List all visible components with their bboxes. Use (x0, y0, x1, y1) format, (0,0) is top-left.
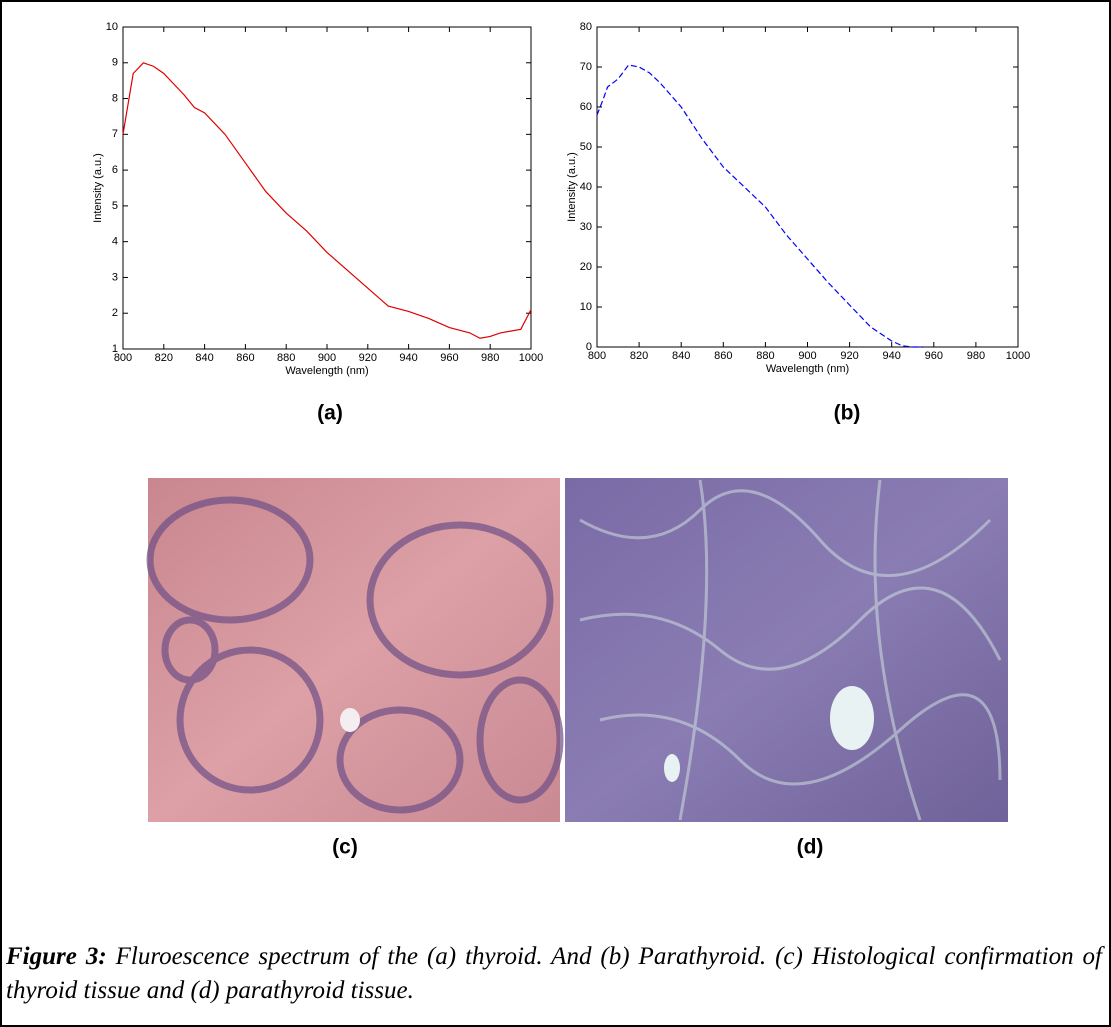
panel-label: (a) (317, 402, 343, 425)
data-line (596, 64, 924, 348)
y-tick-label: 9 (112, 57, 118, 69)
y-axis-label: Intensity (a.u.) (566, 152, 578, 222)
x-tick-label: 940 (399, 352, 417, 364)
y-tick-label: 0 (586, 341, 592, 353)
x-tick-label: 880 (277, 352, 295, 364)
y-tick-label: 6 (112, 164, 118, 176)
y-tick-label: 70 (580, 61, 592, 73)
y-tick-label: 8 (112, 92, 118, 104)
panel-label: (d) (797, 836, 824, 859)
x-tick-label: 960 (440, 352, 458, 364)
y-tick-label: 40 (580, 181, 592, 193)
panel-label: (b) (834, 402, 861, 425)
x-tick-label: 860 (236, 352, 254, 364)
caption-text: Fluroescence spectrum of the (a) thyroid… (6, 943, 1102, 1004)
y-tick-label: 60 (580, 101, 592, 113)
x-axis-label: Wavelength (nm) (766, 363, 849, 375)
y-tick-label: 80 (580, 21, 592, 33)
x-tick-label: 820 (630, 350, 648, 362)
plot-frame (122, 26, 532, 350)
x-tick-label: 920 (359, 352, 377, 364)
y-tick-label: 30 (580, 221, 592, 233)
y-tick-label: 2 (112, 307, 118, 319)
x-tick-label: 840 (672, 350, 690, 362)
x-tick-label: 940 (883, 350, 901, 362)
x-tick-label: 880 (756, 350, 774, 362)
y-tick-label: 4 (112, 236, 118, 248)
y-tick-label: 50 (580, 141, 592, 153)
caption: Figure 3: Fluroescence spectrum of the (… (6, 940, 1102, 1008)
y-tick-label: 7 (112, 128, 118, 140)
image-d (565, 478, 1008, 822)
x-tick-label: 820 (155, 352, 173, 364)
x-tick-label: 800 (114, 352, 132, 364)
y-tick-label: 3 (112, 271, 118, 283)
x-tick-label: 980 (481, 352, 499, 364)
x-tick-label: 1000 (519, 352, 543, 364)
x-tick-label: 1000 (1006, 350, 1030, 362)
x-tick-label: 800 (588, 350, 606, 362)
x-tick-label: 920 (840, 350, 858, 362)
y-tick-label: 10 (106, 21, 118, 33)
y-axis-label: Intensity (a.u.) (92, 153, 104, 223)
data-line (122, 62, 532, 339)
x-tick-label: 860 (714, 350, 732, 362)
x-tick-label: 960 (925, 350, 943, 362)
image-c (146, 478, 564, 822)
x-tick-label: 980 (967, 350, 985, 362)
x-tick-label: 900 (318, 352, 336, 364)
x-tick-label: 900 (798, 350, 816, 362)
x-tick-label: 840 (195, 352, 213, 364)
caption-label: Figure 3: (6, 943, 107, 970)
y-tick-label: 10 (580, 301, 592, 313)
panel-label: (c) (332, 836, 358, 859)
x-axis-label: Wavelength (nm) (285, 365, 368, 377)
y-tick-label: 5 (112, 200, 118, 212)
y-tick-label: 1 (112, 343, 118, 355)
plot-frame (596, 26, 1019, 348)
y-tick-label: 20 (580, 261, 592, 273)
